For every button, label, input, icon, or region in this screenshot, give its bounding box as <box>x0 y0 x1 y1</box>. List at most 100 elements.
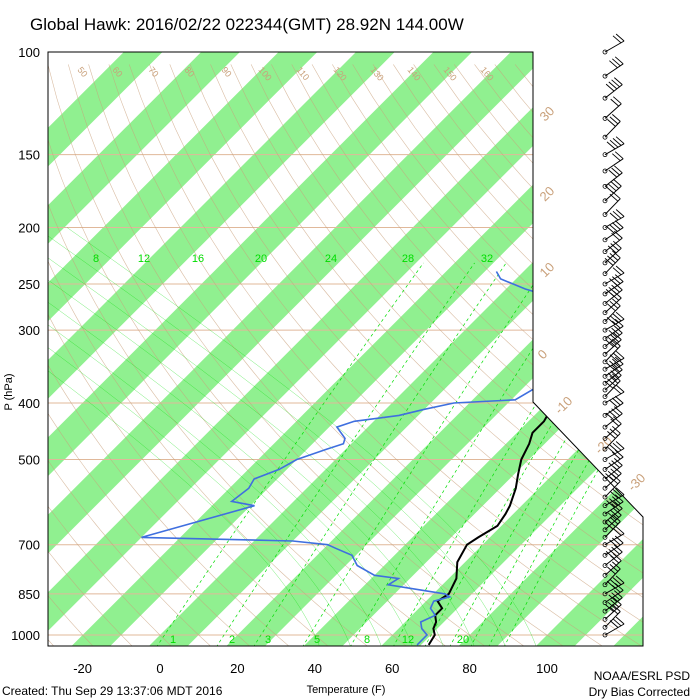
moist-adiabats <box>48 227 537 646</box>
wind-barbs <box>602 33 625 638</box>
wind-barb-feather <box>607 372 617 381</box>
wind-barb-station <box>602 446 608 452</box>
wind-barb-feather <box>606 141 616 150</box>
temperature-profile-line <box>427 52 643 646</box>
wind-barb-feather <box>609 579 619 587</box>
wind-barb-feather <box>610 243 619 251</box>
wind-barb-feather <box>612 618 622 627</box>
mixing-ratio-line <box>392 262 625 646</box>
dry-adiabat-line <box>108 64 605 646</box>
wind-barb <box>602 77 623 101</box>
moist-adiabat-label: 0 <box>535 346 551 362</box>
wind-barb-station <box>602 49 608 55</box>
wind-barb-feather <box>608 169 618 178</box>
wind-barb-shaft <box>604 582 625 595</box>
wind-barb <box>602 494 624 517</box>
wind-barb-station <box>602 632 608 638</box>
wind-barb-shaft <box>604 143 625 156</box>
wind-barb-shaft <box>604 623 625 636</box>
wind-barb-feather <box>607 303 616 312</box>
wind-barb-feather <box>609 498 618 506</box>
moist-adiabat-label: 10 <box>537 259 558 280</box>
wind-barb-station <box>602 534 608 540</box>
wind-barb <box>602 240 622 266</box>
wind-barb-feather <box>613 290 622 299</box>
wind-barb-shaft <box>604 318 625 331</box>
moist-adiabat-line <box>48 227 321 646</box>
dry-adiabat-line <box>48 64 213 646</box>
wind-barb <box>602 514 621 540</box>
wind-barb-feather <box>612 114 621 122</box>
wind-barb-feather <box>612 577 622 585</box>
wind-barb-feather <box>613 240 622 249</box>
wind-barb-shaft <box>604 473 622 489</box>
mixing-ratio-bottom-label: 20 <box>457 634 469 646</box>
wind-barb-shaft <box>604 402 624 416</box>
wind-barb-station <box>602 485 608 491</box>
wind-barb-station <box>602 183 608 189</box>
wind-barb <box>602 114 621 140</box>
wind-barb-station <box>602 608 608 614</box>
wind-barb-station <box>602 424 608 430</box>
wind-barb <box>602 332 622 357</box>
wind-barb-shaft <box>604 63 624 77</box>
wind-barb-station <box>602 394 608 399</box>
wind-barb-shaft <box>604 40 625 53</box>
dry-adiabat-line <box>48 64 95 646</box>
wind-barb-feather <box>612 298 621 307</box>
wind-barb-station <box>602 591 608 597</box>
wind-barb-station <box>602 412 608 418</box>
wind-barb-feather <box>611 503 620 511</box>
dry-adiabat-label: 70 <box>146 65 160 79</box>
mixing-ratio-label: 20 <box>255 253 267 265</box>
wind-barb-feather <box>610 292 619 301</box>
wind-barb <box>602 395 624 418</box>
y-tick-label: 250 <box>18 277 40 292</box>
wind-barb <box>602 298 621 324</box>
wind-barb-station <box>602 351 608 357</box>
wind-barb-station <box>602 527 608 533</box>
wind-barb-feather <box>605 339 614 347</box>
wind-barb-station <box>602 310 608 316</box>
wind-barb-shaft <box>604 533 625 546</box>
mixing-ratio-bottom-label: 2 <box>229 634 235 646</box>
temp-band <box>48 52 577 646</box>
wind-barb-feather <box>613 507 622 516</box>
wind-barb-feather <box>606 317 616 325</box>
wind-barb-feather <box>614 582 624 591</box>
wind-barb-feather <box>614 56 624 65</box>
wind-barb-feather <box>613 466 622 474</box>
wind-barb-feather <box>610 98 619 107</box>
moist-adiabat-line <box>66 227 537 646</box>
plot-border <box>47 51 644 647</box>
wind-barb-feather <box>612 386 622 395</box>
wind-barb-feather <box>610 370 619 378</box>
moist-adiabat-label: -10 <box>552 393 576 417</box>
wind-barb-feather <box>609 354 619 363</box>
temp-band <box>48 52 422 646</box>
wind-barb-feather <box>612 138 622 146</box>
wind-barb <box>602 553 622 578</box>
wind-barb-feather <box>604 380 614 389</box>
wind-barb-station <box>602 624 608 630</box>
wind-barb-feather <box>611 232 620 241</box>
wind-barb-shaft <box>604 297 622 314</box>
wind-barb <box>602 151 624 174</box>
wind-barb <box>602 33 625 55</box>
wind-barb-feather <box>613 178 622 187</box>
wind-barb-feather <box>609 490 619 499</box>
wind-barb <box>602 136 625 158</box>
wind-barb-feather <box>615 265 625 274</box>
mixing-ratio-line <box>301 262 549 646</box>
wind-barb-feather <box>614 535 624 544</box>
temp-band <box>48 52 499 646</box>
mixing-ratio-line <box>215 262 475 646</box>
dry-adiabat-line <box>48 64 448 646</box>
mixing-ratio-labels: 8 12 16 20 24 28 321 2 3 5 8 12 20 <box>93 253 493 646</box>
wind-barb-feather <box>614 362 623 371</box>
wind-barb <box>602 425 621 452</box>
wind-barb <box>602 220 624 243</box>
wind-barb-feather <box>614 151 624 160</box>
wind-barb-feather <box>608 594 618 603</box>
